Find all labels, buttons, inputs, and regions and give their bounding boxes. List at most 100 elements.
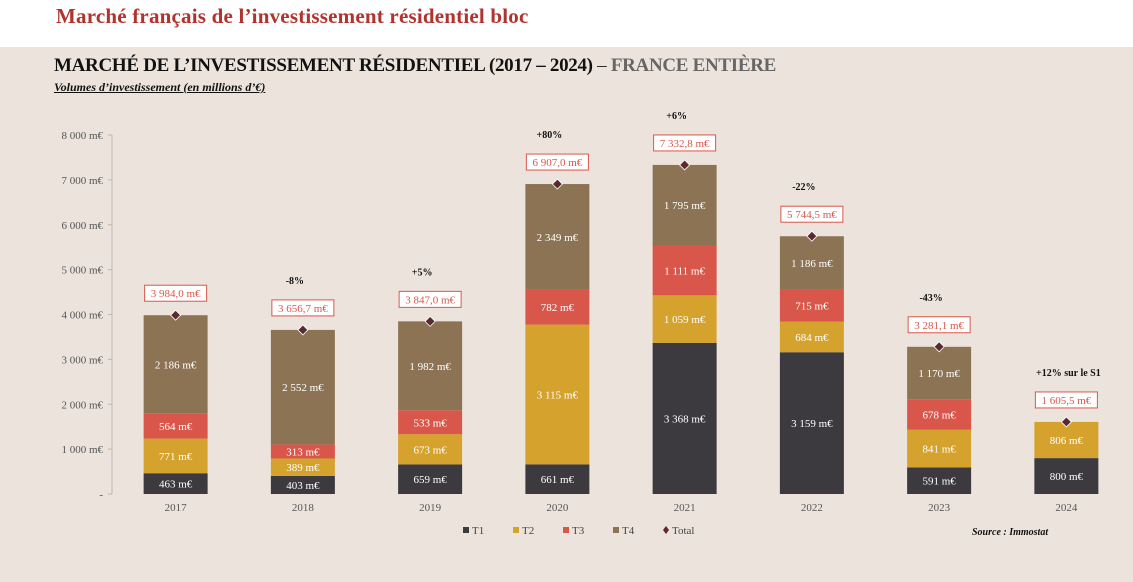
- total-marker: [933, 341, 945, 353]
- segment-value-label: 403 m€: [286, 480, 320, 492]
- total-callout-box: [653, 134, 717, 152]
- bar-segment-t4: [525, 184, 590, 290]
- total-callout-box: [780, 205, 844, 223]
- bar-segment-t1: [270, 475, 335, 494]
- x-tick-label: 2023: [928, 502, 951, 514]
- y-tick-label: 8 000 m€: [61, 130, 103, 142]
- y-tick-label: 5 000 m€: [61, 265, 103, 277]
- bar-segment-t4: [907, 346, 972, 400]
- segment-value-label: 841 m€: [922, 444, 956, 456]
- bar-segment-t1: [907, 467, 972, 494]
- bar-segment-t2: [652, 295, 717, 343]
- change-label: +80%: [537, 130, 563, 141]
- change-label: -8%: [286, 276, 304, 287]
- legend-label: T2: [522, 525, 534, 537]
- total-callout-box: [271, 299, 335, 317]
- y-tick-label: 4 000 m€: [61, 310, 103, 322]
- total-callout-box: [907, 316, 971, 334]
- total-value-label: 3 656,7 m€: [278, 303, 328, 315]
- page-title: Marché français de l’investissement rési…: [56, 4, 529, 28]
- segment-value-label: 678 m€: [922, 410, 956, 422]
- bar-segment-t1: [779, 352, 844, 494]
- chart-title-main: MARCHÉ DE L’INVESTISSEMENT RÉSIDENTIEL (…: [54, 55, 593, 76]
- segment-value-label: 782 m€: [541, 302, 575, 314]
- bar-segment-t4: [143, 315, 208, 414]
- legend-label: T3: [572, 525, 585, 537]
- total-callout-box: [525, 153, 589, 171]
- legend-label: T1: [472, 525, 484, 537]
- bar-segment-t3: [525, 289, 590, 325]
- bar-segment-t3: [779, 289, 844, 322]
- segment-value-label: 2 349 m€: [537, 232, 579, 244]
- segment-value-label: 1 982 m€: [409, 361, 451, 373]
- segment-value-label: 1 186 m€: [791, 258, 833, 270]
- x-tick-label: 2018: [292, 502, 315, 514]
- segment-value-label: 1 170 m€: [918, 368, 960, 380]
- segment-value-label: 771 m€: [159, 451, 193, 463]
- bar-segment-t4: [398, 321, 463, 411]
- legend-swatch-t2: [513, 527, 519, 533]
- y-tick-label: 1 000 m€: [61, 444, 103, 456]
- change-label: +5%: [412, 267, 433, 278]
- segment-value-label: 661 m€: [541, 474, 575, 486]
- total-marker: [170, 309, 182, 321]
- segment-value-label: 3 159 m€: [791, 418, 833, 430]
- x-tick-label: 2021: [674, 502, 696, 514]
- change-label: +6%: [666, 111, 687, 122]
- segment-value-label: 659 m€: [413, 474, 447, 486]
- legend-swatch-total: [663, 526, 669, 534]
- segment-value-label: 1 795 m€: [664, 200, 706, 212]
- total-callout-box: [1034, 391, 1098, 409]
- segment-value-label: 313 m€: [286, 446, 320, 458]
- change-label: +12% sur le S1: [1036, 368, 1101, 379]
- segment-value-label: 3 368 m€: [664, 413, 706, 425]
- bar-segment-t3: [398, 410, 463, 435]
- total-value-label: 3 281,1 m€: [914, 320, 964, 332]
- bar-segment-t1: [143, 473, 208, 494]
- bar-segment-t1: [1034, 458, 1099, 494]
- bar-segment-t2: [525, 324, 590, 465]
- bar-segment-t2: [398, 434, 463, 465]
- legend-swatch-t4: [613, 527, 619, 533]
- segment-value-label: 715 m€: [795, 301, 829, 313]
- chart-title-dash: –: [597, 55, 607, 76]
- segment-value-label: 591 m€: [922, 476, 956, 488]
- legend-swatch-t3: [563, 527, 569, 533]
- total-value-label: 5 744,5 m€: [787, 209, 837, 221]
- bar-segment-t1: [398, 464, 463, 494]
- segment-value-label: 800 m€: [1050, 471, 1084, 483]
- chart-source: Source : Immostat: [972, 527, 1049, 538]
- bar-segment-t2: [1034, 421, 1099, 459]
- x-tick-label: 2020: [546, 502, 569, 514]
- segment-value-label: 389 m€: [286, 462, 320, 474]
- bar-segment-t4: [779, 236, 844, 290]
- segment-value-label: 533 m€: [413, 417, 447, 429]
- total-marker: [297, 324, 309, 336]
- x-tick-label: 2024: [1055, 502, 1078, 514]
- segment-value-label: 2 186 m€: [155, 359, 197, 371]
- legend-swatch-t1: [463, 527, 469, 533]
- total-value-label: 3 847,0 m€: [405, 294, 455, 306]
- bar-segment-t3: [270, 444, 335, 459]
- bar-segment-t2: [270, 458, 335, 476]
- y-tick-label: 3 000 m€: [61, 354, 103, 366]
- segment-value-label: 3 115 m€: [537, 389, 579, 401]
- y-tick-label: 6 000 m€: [61, 220, 103, 232]
- total-marker: [424, 315, 436, 327]
- chart-title: MARCHÉ DE L’INVESTISSEMENT RÉSIDENTIEL (…: [54, 55, 776, 77]
- x-tick-label: 2019: [419, 502, 442, 514]
- bar-segment-t2: [143, 438, 208, 474]
- change-label: -43%: [919, 293, 942, 304]
- segment-value-label: 1 059 m€: [664, 314, 706, 326]
- y-tick-label: 7 000 m€: [61, 175, 103, 187]
- segment-value-label: 806 m€: [1050, 435, 1084, 447]
- segment-value-label: 684 m€: [795, 332, 829, 344]
- legend-label: Total: [672, 525, 694, 537]
- bar-segment-t2: [907, 429, 972, 468]
- x-tick-label: 2022: [801, 502, 823, 514]
- total-value-label: 3 984,0 m€: [151, 288, 201, 300]
- bar-segment-t3: [143, 413, 208, 439]
- total-marker: [679, 159, 691, 171]
- bar-segment-t3: [652, 245, 717, 296]
